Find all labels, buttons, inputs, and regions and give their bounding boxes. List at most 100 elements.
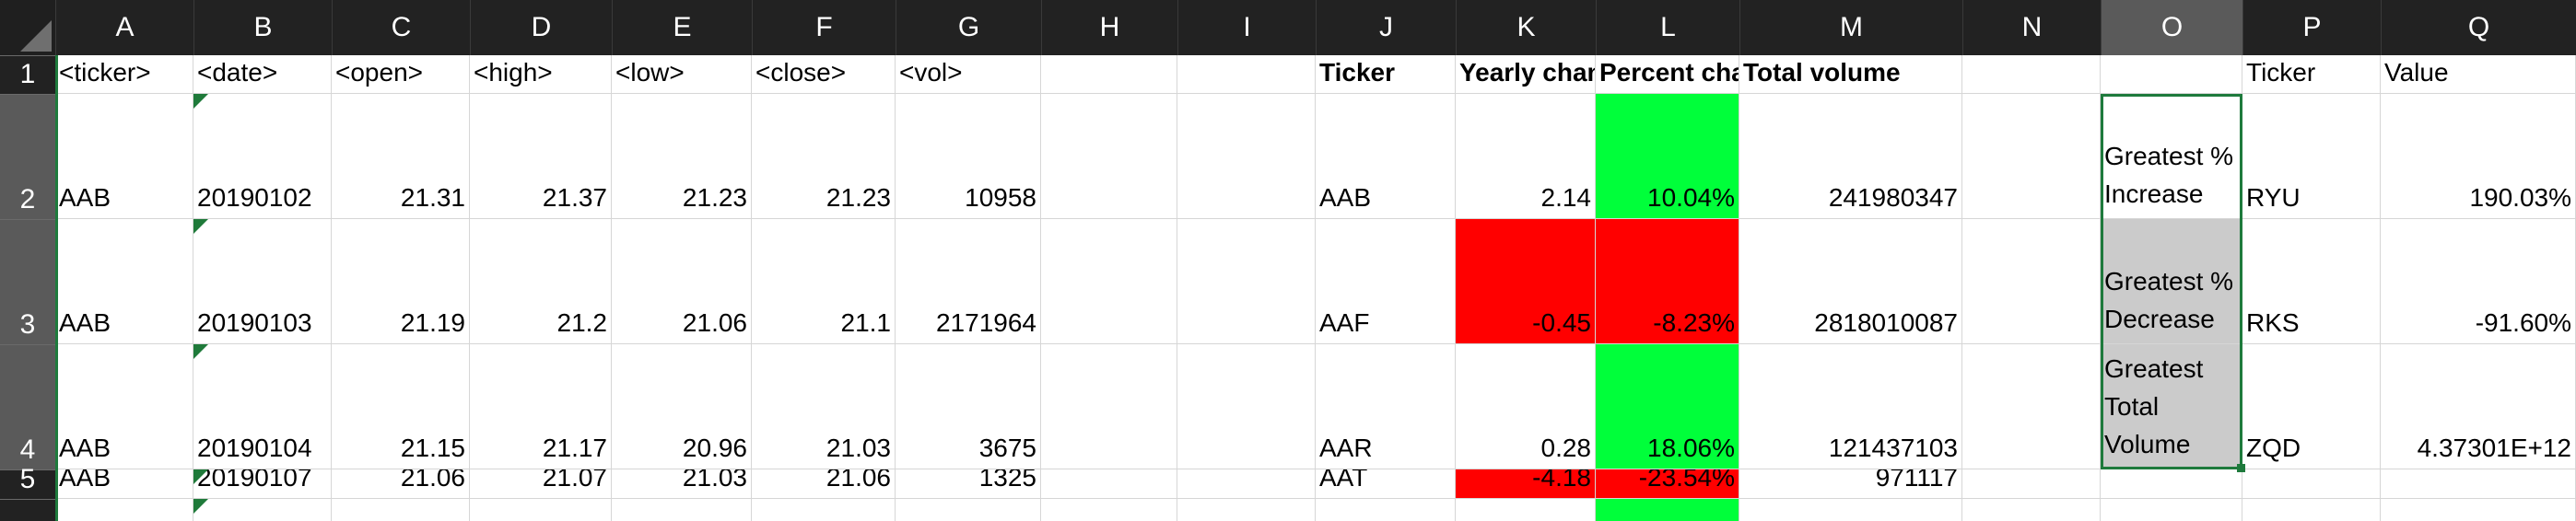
cell-j3[interactable]: AAF xyxy=(1316,219,1456,344)
cell-g3[interactable]: 2171964 xyxy=(896,219,1041,344)
cell-i3[interactable] xyxy=(1177,219,1316,344)
cell-d4[interactable]: 21.17 xyxy=(470,344,612,469)
cell-p5[interactable] xyxy=(2242,469,2381,499)
cell-q2[interactable]: 190.03% xyxy=(2381,94,2576,219)
cell-k4[interactable]: 0.28 xyxy=(1456,344,1596,469)
cell-j6[interactable]: ABI xyxy=(1316,499,1456,521)
cell-f3[interactable]: 21.1 xyxy=(752,219,896,344)
cell-e1[interactable]: <low> xyxy=(612,55,752,94)
cell-b4[interactable]: 20190104 xyxy=(193,344,332,469)
cell-o4[interactable]: Greatest Total Volume xyxy=(2101,344,2242,469)
cell-q5[interactable] xyxy=(2381,469,2576,499)
column-header-m[interactable]: M xyxy=(1739,0,1962,55)
column-header-e[interactable]: E xyxy=(612,0,752,55)
cell-i2[interactable] xyxy=(1177,94,1316,219)
column-header-h[interactable]: H xyxy=(1041,0,1177,55)
cell-n5[interactable] xyxy=(1962,469,2101,499)
cell-i1[interactable] xyxy=(1177,55,1316,94)
column-header-c[interactable]: C xyxy=(332,0,470,55)
row-header-6[interactable]: 6 xyxy=(0,499,55,521)
cell-j2[interactable]: AAB xyxy=(1316,94,1456,219)
cell-q3[interactable]: -91.60% xyxy=(2381,219,2576,344)
cell-m3[interactable]: 2818010087 xyxy=(1739,219,1962,344)
cell-e5[interactable]: 21.03 xyxy=(612,469,752,499)
cell-a4[interactable]: AAB xyxy=(55,344,193,469)
cell-c1[interactable]: <open> xyxy=(332,55,470,94)
cell-e2[interactable]: 21.23 xyxy=(612,94,752,219)
cell-m6[interactable]: 6124743752 xyxy=(1739,499,1962,521)
column-header-l[interactable]: L xyxy=(1596,0,1739,55)
cell-p2[interactable]: RYU xyxy=(2242,94,2381,219)
cell-h4[interactable] xyxy=(1041,344,1177,469)
row-header-4[interactable]: 4 xyxy=(0,344,55,469)
cell-b3[interactable]: 20190103 xyxy=(193,219,332,344)
column-header-f[interactable]: F xyxy=(752,0,896,55)
column-header-g[interactable]: G xyxy=(896,0,1041,55)
cell-k6[interactable]: 3.55 xyxy=(1456,499,1596,521)
cell-k2[interactable]: 2.14 xyxy=(1456,94,1596,219)
cell-l4[interactable]: 18.06% xyxy=(1596,344,1739,469)
column-header-i[interactable]: I xyxy=(1177,0,1316,55)
column-header-o[interactable]: O xyxy=(2101,0,2242,55)
cell-n6[interactable] xyxy=(1962,499,2101,521)
cell-k3[interactable]: -0.45 xyxy=(1456,219,1596,344)
cell-p3[interactable]: RKS xyxy=(2242,219,2381,344)
cell-o2[interactable]: Greatest % Increase xyxy=(2101,94,2242,219)
cell-j4[interactable]: AAR xyxy=(1316,344,1456,469)
cell-l6[interactable]: 5.85% xyxy=(1596,499,1739,521)
cell-f4[interactable]: 21.03 xyxy=(752,344,896,469)
cell-b1[interactable]: <date> xyxy=(193,55,332,94)
cell-o5[interactable] xyxy=(2101,469,2242,499)
cell-e6[interactable]: 20.82 xyxy=(612,499,752,521)
cell-h5[interactable] xyxy=(1041,469,1177,499)
cell-k1[interactable]: Yearly change xyxy=(1456,55,1596,94)
cell-f2[interactable]: 21.23 xyxy=(752,94,896,219)
cell-o6[interactable] xyxy=(2101,499,2242,521)
select-all-corner[interactable] xyxy=(0,0,55,55)
cell-c2[interactable]: 21.31 xyxy=(332,94,470,219)
cell-a5[interactable]: AAB xyxy=(55,469,193,499)
cell-i5[interactable] xyxy=(1177,469,1316,499)
cell-g6[interactable]: 14382 xyxy=(896,499,1041,521)
row-header-2[interactable]: 2 xyxy=(0,94,55,219)
cell-q6[interactable] xyxy=(2381,499,2576,521)
cell-b6[interactable]: 20190108 xyxy=(193,499,332,521)
cell-a6[interactable]: AAB xyxy=(55,499,193,521)
cell-l3[interactable]: -8.23% xyxy=(1596,219,1739,344)
cell-f1[interactable]: <close> xyxy=(752,55,896,94)
cell-o3[interactable]: Greatest % Decrease xyxy=(2101,219,2242,344)
cell-n1[interactable] xyxy=(1962,55,2101,94)
cell-m2[interactable]: 241980347 xyxy=(1739,94,1962,219)
cell-c6[interactable]: 21.04 xyxy=(332,499,470,521)
cell-d6[interactable]: 21.04 xyxy=(470,499,612,521)
cell-i6[interactable] xyxy=(1177,499,1316,521)
cell-j5[interactable]: AAT xyxy=(1316,469,1456,499)
cell-o1[interactable] xyxy=(2101,55,2242,94)
cell-d5[interactable]: 21.07 xyxy=(470,469,612,499)
column-header-b[interactable]: B xyxy=(193,0,332,55)
cell-d3[interactable]: 21.2 xyxy=(470,219,612,344)
cell-q4[interactable]: 4.37301E+12 xyxy=(2381,344,2576,469)
row-header-5[interactable]: 5 xyxy=(0,464,55,499)
cell-h6[interactable] xyxy=(1041,499,1177,521)
row-header-1[interactable]: 1 xyxy=(0,55,55,94)
cell-e4[interactable]: 20.96 xyxy=(612,344,752,469)
cell-p6[interactable] xyxy=(2242,499,2381,521)
cell-p1[interactable]: Ticker xyxy=(2242,55,2381,94)
cell-l2[interactable]: 10.04% xyxy=(1596,94,1739,219)
cell-l5[interactable]: -23.54% xyxy=(1596,469,1739,499)
fill-handle[interactable] xyxy=(2237,464,2245,472)
cell-n3[interactable] xyxy=(1962,219,2101,344)
cell-g1[interactable]: <vol> xyxy=(896,55,1041,94)
cell-q1[interactable]: Value xyxy=(2381,55,2576,94)
cell-m1[interactable]: Total volume xyxy=(1739,55,1962,94)
cell-h2[interactable] xyxy=(1041,94,1177,219)
cell-g4[interactable]: 3675 xyxy=(896,344,1041,469)
column-header-k[interactable]: K xyxy=(1456,0,1596,55)
cell-h3[interactable] xyxy=(1041,219,1177,344)
cell-f5[interactable]: 21.06 xyxy=(752,469,896,499)
cell-d2[interactable]: 21.37 xyxy=(470,94,612,219)
column-header-j[interactable]: J xyxy=(1316,0,1456,55)
cell-p4[interactable]: ZQD xyxy=(2242,344,2381,469)
